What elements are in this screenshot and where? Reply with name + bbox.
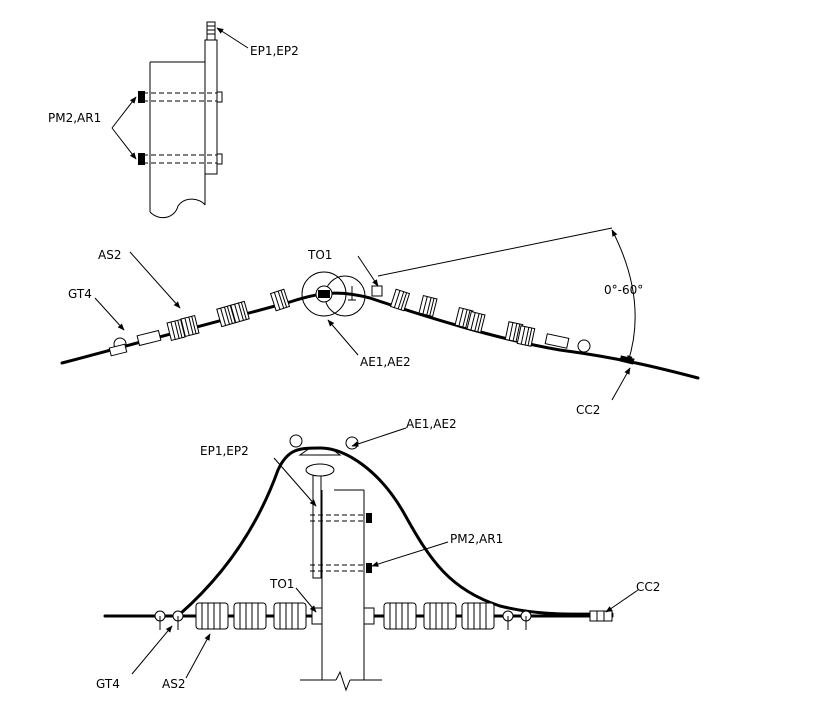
middle-plan-view — [60, 227, 700, 401]
top-side-view — [111, 21, 249, 219]
bottom-as-label: AS2 — [162, 677, 185, 691]
bottom-elevation-view — [103, 427, 639, 692]
middle-ae-label: AE1,AE2 — [360, 355, 411, 369]
bottom-ae-label: AE1,AE2 — [406, 417, 457, 431]
top-ep-label: EP1,EP2 — [250, 44, 299, 58]
middle-cc-label: CC2 — [576, 403, 600, 417]
middle-to-label: TO1 — [307, 248, 332, 262]
bottom-pm-label: PM2,AR1 — [450, 532, 503, 546]
bottom-cc-label: CC2 — [636, 580, 660, 594]
middle-as-label: AS2 — [98, 248, 121, 262]
bottom-gt-label: GT4 — [96, 677, 120, 691]
top-pm-label: PM2,AR1 — [48, 111, 101, 125]
bottom-ep-label: EP1,EP2 — [200, 444, 249, 458]
angle-label: 0°-60° — [604, 283, 643, 297]
bottom-to-label: TO1 — [269, 577, 294, 591]
middle-gt-label: GT4 — [68, 287, 92, 301]
